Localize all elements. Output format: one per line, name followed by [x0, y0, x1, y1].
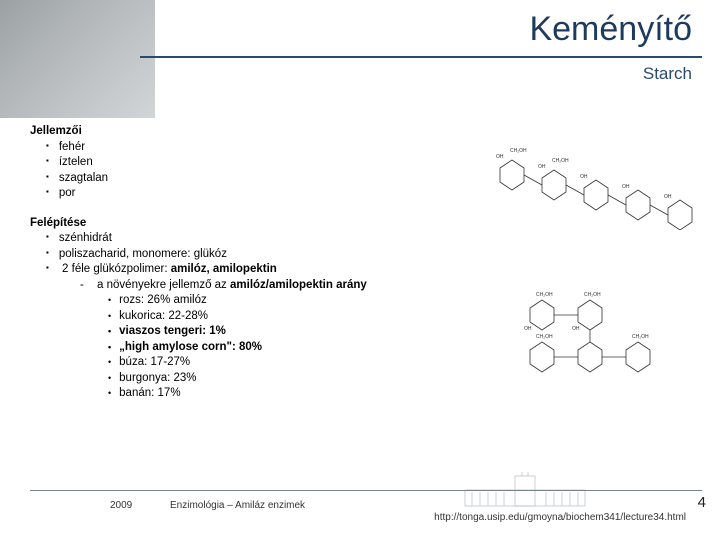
svg-text:CH₂OH: CH₂OH — [552, 158, 569, 164]
list-item: fehér — [46, 140, 510, 156]
section2-list: szénhidrát poliszacharid, monomere: glük… — [30, 231, 510, 402]
list-item: 2 féle glükózpolimer: amilóz, amilopekti… — [46, 262, 510, 402]
amylose-structure-icon: OH OH OH OH OH CH₂OH CH₂OH — [490, 130, 700, 230]
page-title: Keményítő — [529, 10, 692, 49]
list-item: kukorica: 22-28% — [108, 309, 510, 325]
amylopectin-structure-icon: CH₂OH CH₂OH CH₂OH CH₂OH OH OH — [510, 290, 680, 385]
svg-text:OH: OH — [496, 154, 504, 160]
list-item: íztelen — [46, 155, 510, 171]
examples-list: rozs: 26% amilóz kukorica: 22-28% viaszo… — [80, 293, 510, 402]
header-image-strip — [0, 0, 155, 118]
svg-text:CH₂OH: CH₂OH — [536, 292, 553, 298]
footer: 2009 Enzimológia – Amiláz enzimek http:/… — [0, 490, 720, 540]
footer-divider — [30, 490, 702, 491]
section1-heading: Jellemzői — [30, 124, 510, 140]
list-item: poliszacharid, monomere: glükóz — [46, 247, 510, 263]
list-item: szagtalan — [46, 171, 510, 187]
content-body: Jellemzői fehér íztelen szagtalan por Fe… — [30, 124, 510, 416]
svg-text:OH: OH — [580, 174, 588, 180]
svg-text:OH: OH — [538, 164, 546, 170]
section1-list: fehér íztelen szagtalan por — [30, 140, 510, 202]
list-item: „high amylose corn": 80% — [108, 340, 510, 356]
footer-year: 2009 — [110, 500, 132, 511]
section2-heading: Felépítése — [30, 216, 510, 232]
footer-page-number: 4 — [698, 494, 706, 511]
list-item: szénhidrát — [46, 231, 510, 247]
list-item: burgonya: 23% — [108, 371, 510, 387]
svg-text:CH₂OH: CH₂OH — [510, 148, 527, 154]
list-item: rozs: 26% amilóz — [108, 293, 510, 309]
svg-text:OH: OH — [572, 326, 580, 332]
title-underline — [140, 56, 702, 58]
svg-text:OH: OH — [622, 184, 630, 190]
list-item: por — [46, 186, 510, 202]
svg-text:OH: OH — [524, 326, 532, 332]
svg-text:CH₂OH: CH₂OH — [584, 292, 601, 298]
sub-list: a növényekre jellemző az amilóz/amilopek… — [46, 278, 510, 402]
footer-course: Enzimológia – Amiláz enzimek — [170, 500, 305, 511]
list-item: a növényekre jellemző az amilóz/amilopek… — [80, 278, 510, 402]
svg-text:OH: OH — [664, 194, 672, 200]
list-item: banán: 17% — [108, 386, 510, 402]
list-item: viaszos tengeri: 1% — [108, 324, 510, 340]
building-logo-icon — [460, 472, 590, 510]
svg-text:CH₂OH: CH₂OH — [632, 334, 649, 340]
svg-text:CH₂OH: CH₂OH — [536, 334, 553, 340]
footer-url: http://tonga.usip.edu/gmoyna/biochem341/… — [434, 512, 686, 523]
page-subtitle: Starch — [643, 64, 692, 84]
list-item: búza: 17-27% — [108, 355, 510, 371]
